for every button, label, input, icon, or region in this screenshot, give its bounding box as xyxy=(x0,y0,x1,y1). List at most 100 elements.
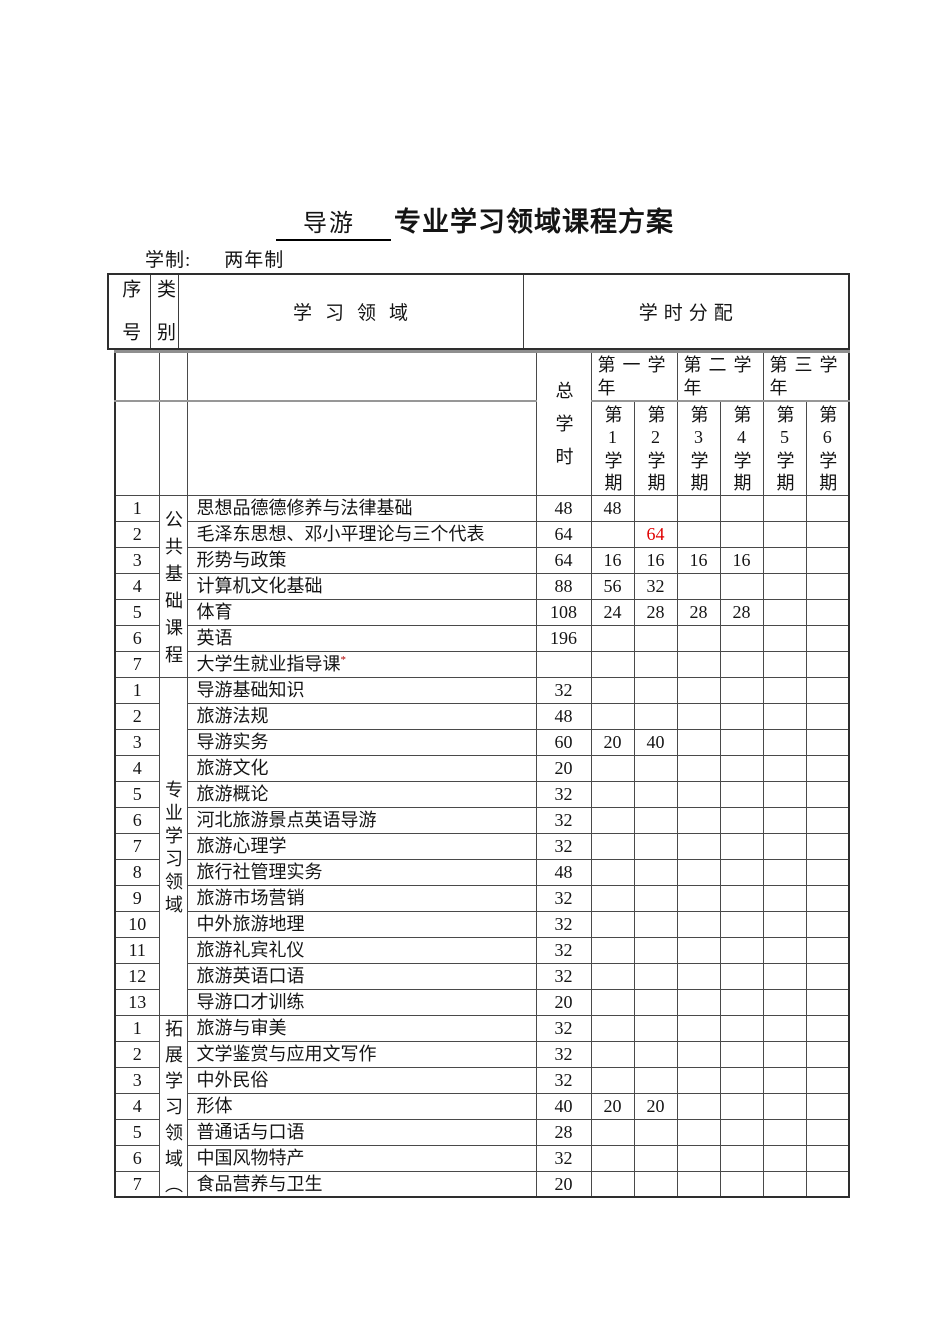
total-hours: 196 xyxy=(535,624,592,652)
course-name: 导游基础知识 xyxy=(186,676,537,704)
semester-hours xyxy=(719,754,764,782)
semester-hours xyxy=(633,988,678,1016)
semester-hours xyxy=(805,858,850,886)
schooling-value-underlined: 两年制 xyxy=(200,250,320,275)
semester-hours xyxy=(762,598,807,626)
col-header-year-3: 第三学年 xyxy=(762,351,850,402)
total-hours: 64 xyxy=(535,520,592,548)
total-hours: 32 xyxy=(535,884,592,912)
col-header-sem-3-cell: 第3学期 xyxy=(676,400,721,496)
semester-hours xyxy=(590,832,635,860)
semester-hours xyxy=(719,702,764,730)
row-number: 3 xyxy=(114,728,160,756)
row-number: 8 xyxy=(114,858,160,886)
col-header-domain: 学习领域 xyxy=(177,273,524,350)
col-header-sem-3: 第3学期 xyxy=(688,405,709,495)
course-name: 旅游英语口语 xyxy=(186,962,537,990)
semester-hours xyxy=(719,962,764,990)
semester-hours xyxy=(762,1092,807,1120)
year-header-row: 总学时 第一学年 第二学年 第三学年 xyxy=(114,351,850,496)
semester-hours xyxy=(590,910,635,938)
semester-hours xyxy=(633,780,678,808)
schooling-line: 学制: 两年制 xyxy=(145,245,320,275)
course-name: 普通话与口语 xyxy=(186,1118,537,1146)
row-number: 1 xyxy=(114,494,160,522)
total-hours: 32 xyxy=(535,910,592,938)
row-number: 2 xyxy=(114,702,160,730)
semester-hours xyxy=(762,728,807,756)
semester-hours xyxy=(805,780,850,808)
total-hours: 48 xyxy=(535,858,592,886)
semester-hours xyxy=(676,676,721,704)
semester-hours xyxy=(762,832,807,860)
col-header-seq-cell: 序号 xyxy=(107,273,151,350)
empty-cell xyxy=(158,400,188,496)
semester-hours: 32 xyxy=(633,572,678,600)
col-header-sem-6-cell: 第6学期 xyxy=(805,400,850,496)
col-header-total-hours: 总学时 xyxy=(553,380,574,480)
course-name: 英语 xyxy=(186,624,537,652)
total-hours: 32 xyxy=(535,936,592,964)
category-label: 公共基础课程 xyxy=(163,509,183,672)
header-row: 序号 类别 学习领域 学时分配 xyxy=(107,273,850,350)
semester-hours xyxy=(633,624,678,652)
row-number: 6 xyxy=(114,624,160,652)
semester-hours: 16 xyxy=(633,546,678,574)
row-number: 6 xyxy=(114,806,160,834)
row-number: 5 xyxy=(114,598,160,626)
semester-hours xyxy=(805,624,850,652)
col-header-sem-6: 第6学期 xyxy=(817,405,838,495)
semester-hours xyxy=(762,676,807,704)
course-row: 5 体育 108 24 28 28 28 xyxy=(114,598,850,626)
row-number: 13 xyxy=(114,988,160,1016)
semester-hours xyxy=(805,806,850,834)
row-number: 10 xyxy=(114,910,160,938)
col-header-sem-1: 第1学期 xyxy=(602,405,623,495)
total-hours: 32 xyxy=(535,676,592,704)
semester-hours xyxy=(590,1066,635,1094)
semester-hours xyxy=(805,936,850,964)
total-hours: 60 xyxy=(535,728,592,756)
semester-hours xyxy=(676,832,721,860)
semester-hours: 64 xyxy=(633,520,678,548)
row-number: 1 xyxy=(114,1014,160,1042)
major-name-underlined: 导游 xyxy=(276,211,391,241)
course-name: 旅游与审美 xyxy=(186,1014,537,1042)
course-row: 9 旅游市场营销 32 xyxy=(114,884,850,912)
curriculum-table: 总学时 第一学年 第二学年 第三学年 第1学期 第2学期 第3学期 第4学期 第… xyxy=(114,350,850,1198)
course-name: 旅游法规 xyxy=(186,702,537,730)
semester-hours xyxy=(633,1014,678,1042)
course-row: 6 中国风物特产 32 xyxy=(114,1144,850,1172)
semester-hours: 56 xyxy=(590,572,635,600)
col-header-sem-4: 第4学期 xyxy=(731,405,752,495)
semester-hours xyxy=(676,858,721,886)
col-header-total-hours-cell: 总学时 xyxy=(535,351,592,496)
semester-hours: 20 xyxy=(590,1092,635,1120)
course-name: 体育 xyxy=(186,598,537,626)
semester-hours xyxy=(719,988,764,1016)
semester-hours xyxy=(676,988,721,1016)
table-header-strip: 序号 类别 学习领域 学时分配 xyxy=(107,273,850,350)
total-hours: 28 xyxy=(535,1118,592,1146)
semester-hours xyxy=(719,884,764,912)
semester-hours xyxy=(719,572,764,600)
semester-hours xyxy=(676,572,721,600)
semester-hours xyxy=(805,702,850,730)
semester-hours xyxy=(676,1040,721,1068)
row-number: 7 xyxy=(114,1170,160,1198)
semester-hours xyxy=(676,1066,721,1094)
semester-hours xyxy=(719,624,764,652)
semester-hours xyxy=(590,858,635,886)
course-name: 旅游心理学 xyxy=(186,832,537,860)
schooling-label: 学制: xyxy=(145,250,192,271)
semester-hours xyxy=(590,884,635,912)
col-header-sem-5: 第5学期 xyxy=(774,405,795,495)
semester-hours xyxy=(676,910,721,938)
empty-cell xyxy=(114,400,160,496)
semester-hours: 28 xyxy=(676,598,721,626)
semester-hours xyxy=(676,936,721,964)
col-header-sem-2-cell: 第2学期 xyxy=(633,400,678,496)
course-row: 2 旅游法规 48 xyxy=(114,702,850,730)
semester-hours: 16 xyxy=(719,546,764,574)
semester-hours xyxy=(762,988,807,1016)
